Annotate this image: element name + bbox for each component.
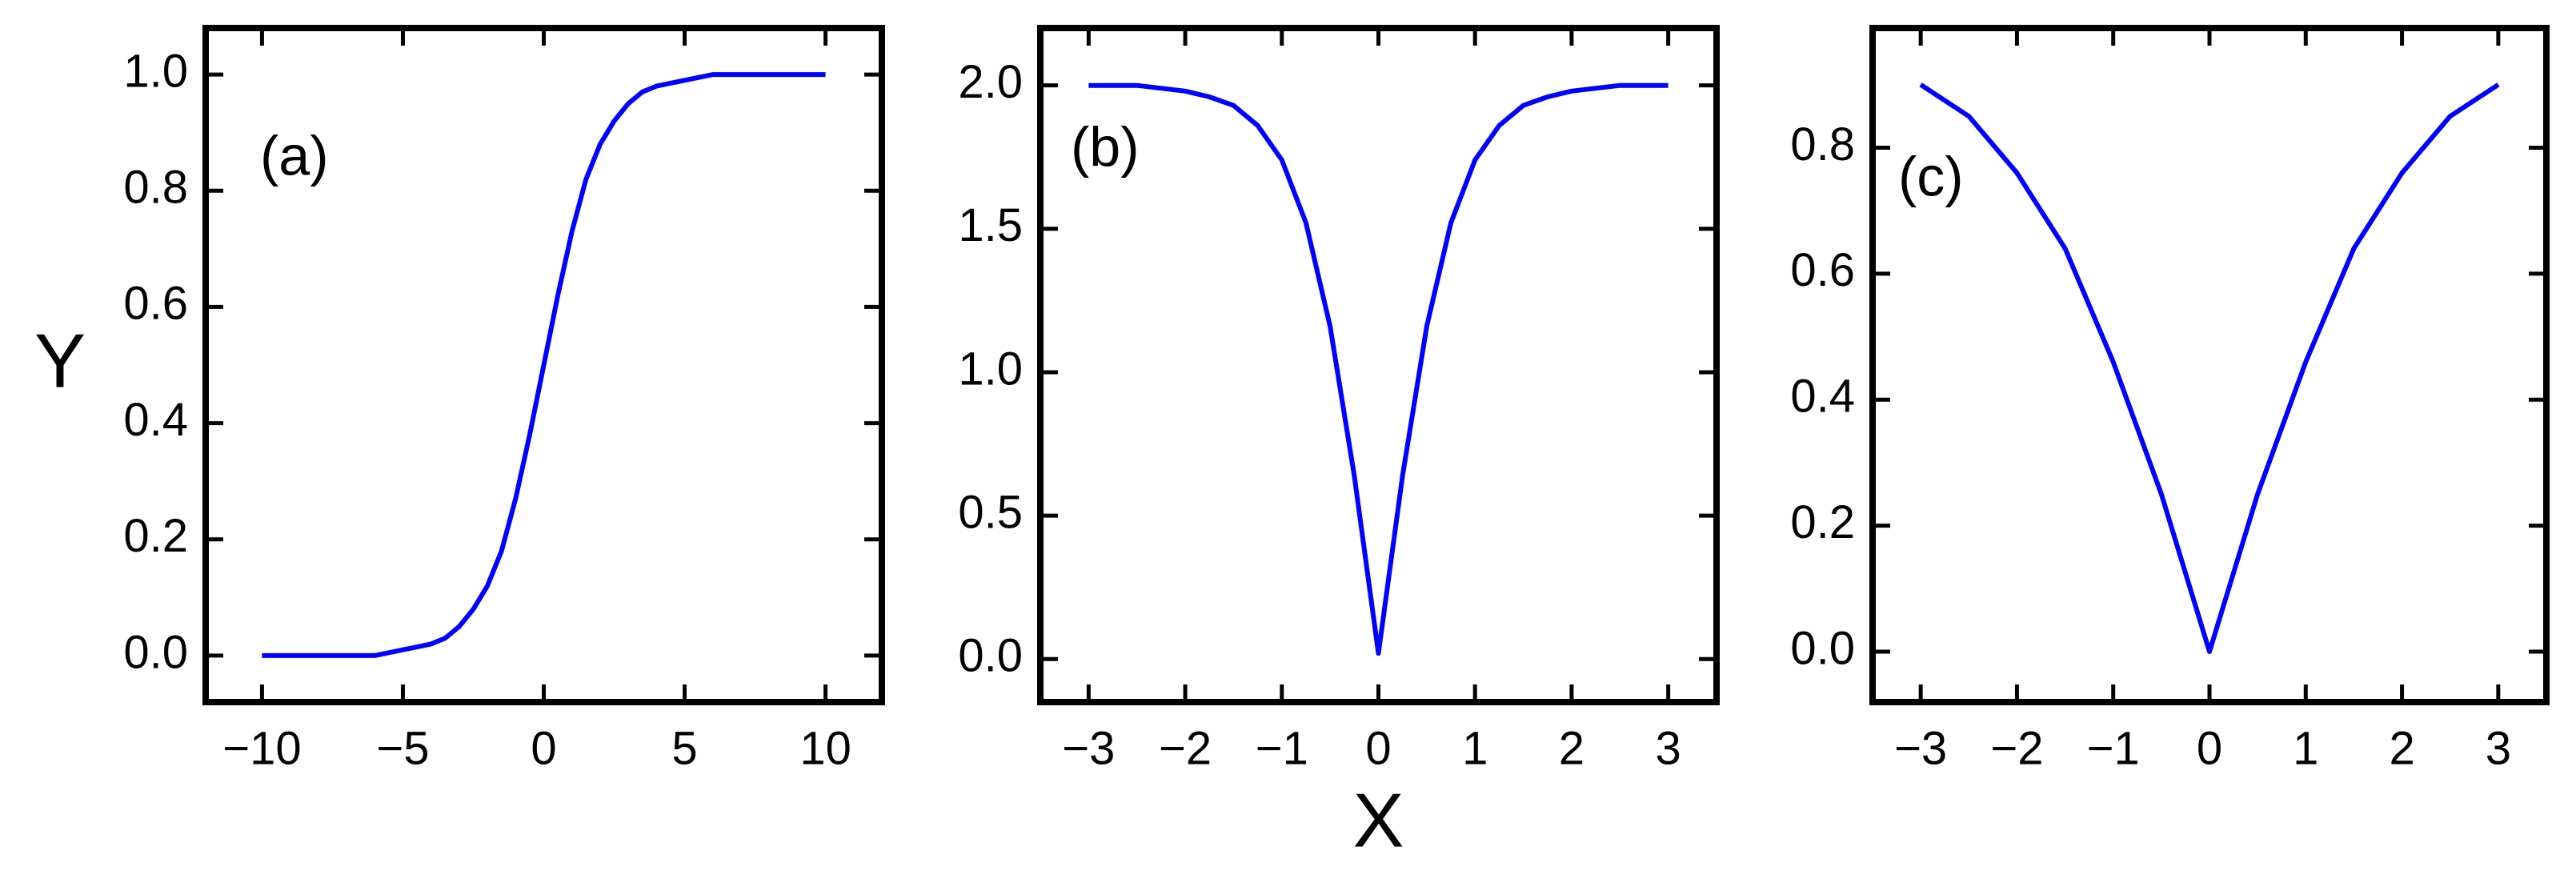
y-tick-label: 1.5 [958,199,1023,251]
y-axis-label: Y [34,318,86,403]
x-tick-label: −3 [1894,722,1947,774]
y-tick-label: 0.0 [123,626,188,678]
y-tick-label: 0.6 [1790,244,1855,296]
x-tick-label: −10 [222,722,301,774]
panel-label: (a) [260,124,329,187]
panel-label: (b) [1071,115,1140,178]
x-tick-label: −2 [1159,722,1212,774]
y-tick-label: 2.0 [958,56,1023,108]
x-tick-label: 3 [1656,722,1681,774]
y-tick-label: 1.0 [958,343,1023,395]
y-tick-label: 0.0 [1790,622,1855,674]
data-line [1088,82,1669,656]
y-tick-label: 0.0 [958,630,1023,682]
y-tick-label: 0.8 [123,162,188,214]
plot-frame [202,25,885,705]
y-tick-label: 0.8 [1790,118,1855,171]
data-line [262,72,826,658]
x-tick-label: 5 [671,722,697,774]
y-tick-label: 0.5 [958,486,1023,538]
x-tick-label: 0 [2197,722,2222,774]
plot-frame [1869,25,2550,705]
x-tick-label: 2 [2389,722,2414,774]
data-line [1919,82,2500,654]
x-tick-label: −1 [2087,722,2140,774]
x-tick-label: 1 [1462,722,1488,774]
x-tick-label: 3 [2486,722,2511,774]
y-tick-label: 0.2 [1790,496,1855,548]
x-tick-label: −3 [1062,722,1115,774]
panel-label: (c) [1898,145,1964,207]
x-tick-label: −2 [1990,722,2043,774]
x-tick-label: −1 [1256,722,1308,774]
x-tick-label: 1 [2293,722,2318,774]
x-tick-label: −5 [376,722,429,774]
x-tick-label: 0 [1365,722,1391,774]
y-tick-label: 0.4 [123,394,188,446]
y-tick-label: 0.4 [1790,371,1855,423]
y-tick-label: 0.6 [123,278,188,330]
x-tick-label: 0 [531,722,556,774]
x-tick-label: 2 [1559,722,1584,774]
y-tick-label: 0.2 [123,510,188,562]
x-axis-label: X [1352,777,1404,863]
y-tick-label: 1.0 [123,45,188,97]
plot-frame [1037,25,1720,705]
x-tick-label: 10 [799,722,851,774]
